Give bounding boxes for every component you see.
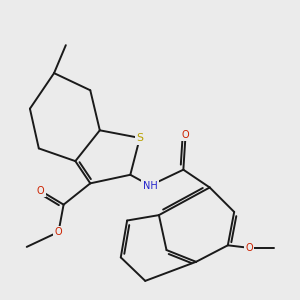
Text: O: O (37, 186, 44, 196)
Text: O: O (245, 243, 253, 253)
Text: NH: NH (142, 181, 158, 190)
Text: S: S (136, 133, 143, 143)
Text: O: O (182, 130, 189, 140)
Text: O: O (55, 227, 62, 237)
